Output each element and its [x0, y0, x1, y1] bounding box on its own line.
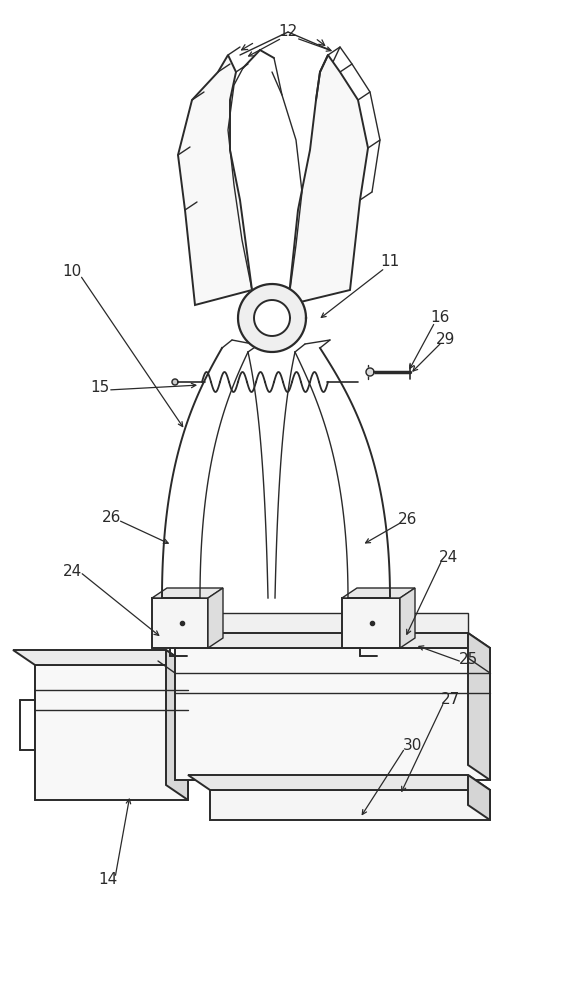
- Text: 26: 26: [103, 510, 122, 526]
- Polygon shape: [208, 588, 223, 648]
- Text: 29: 29: [436, 332, 456, 348]
- Polygon shape: [178, 55, 252, 305]
- Polygon shape: [153, 633, 490, 648]
- Polygon shape: [238, 284, 306, 352]
- Polygon shape: [254, 300, 290, 336]
- Text: 15: 15: [90, 380, 109, 395]
- Text: 25: 25: [458, 652, 478, 668]
- Text: 30: 30: [402, 738, 422, 752]
- Text: 10: 10: [62, 264, 82, 279]
- Polygon shape: [13, 650, 188, 665]
- Polygon shape: [400, 588, 415, 648]
- Polygon shape: [153, 613, 468, 633]
- Polygon shape: [166, 650, 188, 800]
- Text: 11: 11: [380, 254, 400, 269]
- Polygon shape: [175, 648, 490, 780]
- Polygon shape: [468, 633, 490, 780]
- Polygon shape: [342, 598, 400, 648]
- Text: 24: 24: [438, 550, 457, 566]
- Polygon shape: [288, 55, 368, 305]
- Polygon shape: [188, 775, 490, 790]
- Polygon shape: [342, 588, 415, 598]
- Polygon shape: [152, 588, 223, 598]
- Text: 24: 24: [62, 564, 82, 580]
- Text: 12: 12: [278, 24, 298, 39]
- Polygon shape: [35, 650, 57, 800]
- Polygon shape: [366, 368, 374, 376]
- Polygon shape: [468, 775, 490, 820]
- Polygon shape: [172, 379, 178, 385]
- Text: 16: 16: [430, 310, 450, 326]
- Polygon shape: [152, 598, 208, 648]
- Text: 27: 27: [441, 692, 460, 708]
- Polygon shape: [35, 665, 188, 800]
- Text: 26: 26: [399, 512, 418, 528]
- Polygon shape: [210, 790, 490, 820]
- Text: 14: 14: [98, 872, 118, 888]
